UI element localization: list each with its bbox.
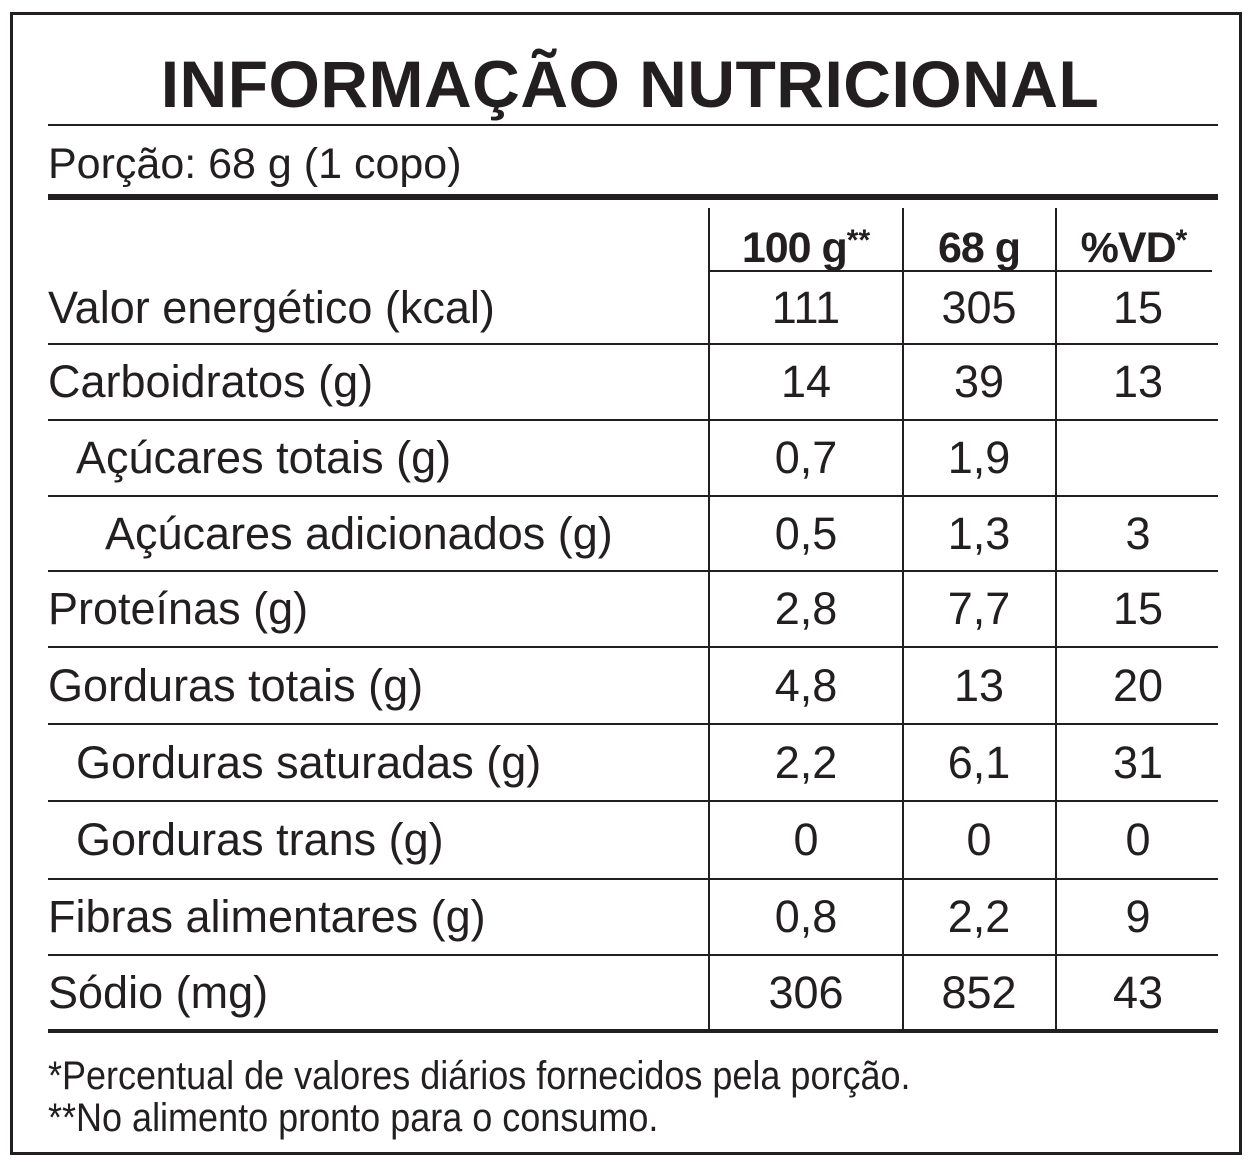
row-divider bbox=[48, 646, 1218, 648]
value-per-portion: 1,9 bbox=[947, 432, 1011, 483]
nutrient-label: Açúcares adicionados (g) bbox=[105, 507, 613, 559]
value-per-portion: 7,7 bbox=[947, 583, 1011, 634]
nutrient-label: Valor energético (kcal) bbox=[48, 281, 495, 333]
row-divider bbox=[48, 878, 1218, 880]
nutrient-label: Sódio (mg) bbox=[48, 967, 269, 1018]
column-divider bbox=[902, 208, 904, 1031]
value-per-100g: 4,8 bbox=[774, 659, 838, 711]
row-divider bbox=[48, 800, 1218, 802]
value-per-100g: 306 bbox=[768, 967, 844, 1018]
column-header-portion: 68 g bbox=[937, 224, 1021, 272]
value-per-portion: 6,1 bbox=[947, 736, 1011, 788]
value-per-100g: 0,8 bbox=[774, 891, 838, 942]
value-per-100g: 0,5 bbox=[774, 507, 838, 559]
label-title: INFORMAÇÃO NUTRICIONAL bbox=[160, 47, 1100, 121]
value-per-portion: 13 bbox=[953, 659, 1005, 711]
nutrient-label: Açúcares totais (g) bbox=[76, 432, 452, 483]
nutrition-label-frame bbox=[10, 12, 1242, 1155]
row-divider bbox=[48, 723, 1218, 725]
header-divider bbox=[708, 270, 1212, 272]
row-divider bbox=[48, 495, 1218, 497]
row-divider bbox=[48, 419, 1218, 421]
nutrient-label: Gorduras trans (g) bbox=[76, 814, 444, 865]
row-divider bbox=[48, 343, 1218, 345]
daily-value-percent: 15 bbox=[1112, 583, 1164, 634]
value-per-100g: 0 bbox=[793, 814, 819, 865]
footnote-ready-to-eat: **No alimento pronto para o consumo. bbox=[48, 1096, 659, 1140]
column-divider bbox=[1055, 208, 1057, 1031]
daily-value-percent: 0 bbox=[1125, 814, 1151, 865]
daily-value-percent: 20 bbox=[1112, 659, 1164, 711]
title-divider bbox=[48, 124, 1218, 126]
daily-value-percent: 13 bbox=[1112, 356, 1164, 407]
value-per-100g: 2,2 bbox=[774, 736, 838, 788]
value-per-portion: 1,3 bbox=[947, 507, 1011, 559]
table-bottom-divider bbox=[48, 1029, 1218, 1033]
nutrient-label: Proteínas (g) bbox=[48, 583, 309, 634]
daily-value-percent: 43 bbox=[1112, 967, 1164, 1018]
row-divider bbox=[48, 570, 1218, 572]
daily-value-percent: 9 bbox=[1125, 891, 1151, 942]
daily-value-percent: 3 bbox=[1125, 507, 1151, 559]
footnote-daily-value: *Percentual de valores diários fornecido… bbox=[48, 1054, 911, 1098]
column-divider bbox=[708, 208, 710, 1031]
value-per-100g: 0,7 bbox=[774, 432, 838, 483]
value-per-portion: 0 bbox=[966, 814, 992, 865]
value-per-portion: 852 bbox=[941, 967, 1017, 1018]
row-divider bbox=[48, 954, 1218, 956]
column-header-100g: 100 g** bbox=[741, 224, 871, 272]
nutrient-label: Fibras alimentares (g) bbox=[48, 891, 486, 942]
daily-value-percent: 31 bbox=[1112, 736, 1164, 788]
value-per-portion: 2,2 bbox=[947, 891, 1011, 942]
value-per-100g: 14 bbox=[780, 356, 832, 407]
nutrient-label: Gorduras totais (g) bbox=[48, 659, 424, 711]
value-per-portion: 39 bbox=[953, 356, 1005, 407]
daily-value-percent: 15 bbox=[1112, 281, 1164, 333]
column-header-daily-value: %VD* bbox=[1080, 224, 1188, 272]
serving-size: Porção: 68 g (1 copo) bbox=[48, 140, 462, 188]
nutrient-label: Carboidratos (g) bbox=[48, 356, 374, 407]
value-per-100g: 111 bbox=[771, 281, 841, 333]
value-per-100g: 2,8 bbox=[774, 583, 838, 634]
value-per-portion: 305 bbox=[941, 281, 1017, 333]
serving-divider bbox=[48, 194, 1218, 200]
nutrient-label: Gorduras saturadas (g) bbox=[76, 736, 542, 788]
